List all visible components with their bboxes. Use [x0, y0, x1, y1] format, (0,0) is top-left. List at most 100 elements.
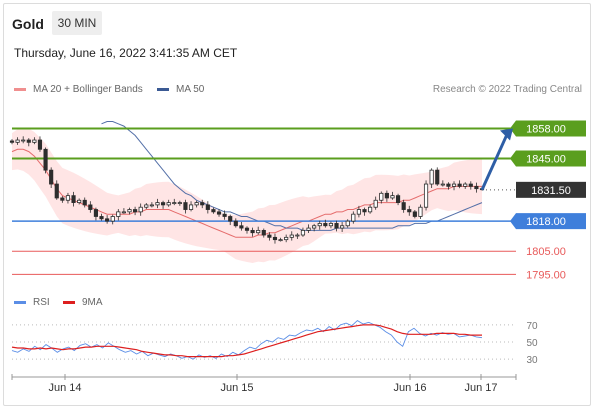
candle-body [172, 202, 177, 204]
candle-body [82, 199, 87, 206]
candle-body [166, 202, 171, 206]
candle-body [407, 209, 412, 213]
support-level-label: 1818.00 [526, 216, 566, 228]
candle-body [272, 236, 278, 241]
support-level-tag [510, 213, 586, 230]
x-tick-label: Jun 14 [48, 382, 81, 394]
candle-body [345, 220, 350, 227]
candle-body [423, 183, 429, 208]
candle-body [65, 195, 71, 201]
ma20-swatch [14, 88, 26, 91]
candle-body [239, 225, 244, 229]
candle-body [323, 223, 328, 227]
candle-body [15, 139, 20, 143]
candle-body [412, 211, 417, 217]
candle-body [37, 139, 43, 150]
candle-body [43, 148, 48, 171]
candle-body [54, 183, 59, 199]
candle-body [105, 218, 110, 222]
candle-body [440, 183, 445, 186]
chart-datetime: Thursday, June 16, 2022 3:41:35 AM CET [14, 46, 238, 60]
candle-body [306, 227, 311, 231]
resistance-level-tag [510, 150, 586, 167]
candle-body [328, 223, 334, 227]
candle-body [250, 229, 255, 234]
candle-body [312, 225, 317, 229]
ma50-line [101, 121, 483, 231]
candle-body [379, 192, 384, 201]
bollinger-band [12, 127, 482, 263]
candle-body [295, 234, 300, 237]
candle-body [110, 216, 115, 222]
rsi-tick-label: 50 [526, 338, 538, 349]
rsi-ma-legend-label: 9MA [82, 297, 103, 308]
candle-body [71, 195, 76, 203]
candle-body [127, 209, 132, 213]
candle-body [356, 209, 361, 215]
candle-body [451, 183, 457, 187]
candle-body [244, 227, 250, 231]
rsi-tick-label: 30 [526, 355, 538, 366]
candle-body [340, 225, 345, 229]
candle-body [463, 183, 468, 187]
rsi-ma-line [11, 324, 482, 358]
candle-body [368, 206, 373, 213]
rsi-tick-label: 70 [526, 321, 538, 332]
candle-body [49, 169, 54, 185]
ma20-legend-label: MA 20 + Bollinger Bands [33, 84, 143, 95]
research-credit: Research © 2022 Trading Central [432, 84, 582, 95]
ma50-legend-label: MA 50 [176, 84, 205, 95]
timeframe-button[interactable]: 30 MIN [52, 11, 102, 35]
candle-body [121, 211, 126, 214]
candle-body [21, 139, 26, 142]
candle-body [390, 195, 395, 199]
candle-body [183, 202, 188, 210]
x-tick-label: Jun 16 [393, 382, 426, 394]
candle-body [194, 202, 199, 206]
candle-body [188, 204, 194, 210]
candle-body [468, 183, 473, 187]
forecast-arrow-head [500, 128, 513, 141]
candle-body [351, 213, 356, 222]
legend-rsi-ma: 9MA [63, 297, 103, 308]
candle-body [133, 209, 138, 213]
candle-body [144, 204, 149, 208]
candle-body [60, 197, 65, 201]
minor-level-label: 1805.00 [526, 246, 566, 258]
candle-body [205, 204, 210, 210]
candle-body [216, 211, 222, 215]
candle-body [32, 139, 37, 143]
candle-body [267, 234, 272, 238]
candle-body [446, 183, 451, 187]
legend-ma50: MA 50 [157, 84, 204, 95]
candle-body [256, 229, 261, 234]
rsi-ma-swatch [63, 301, 75, 304]
candle-body [401, 202, 406, 210]
legend-ma20: MA 20 + Bollinger Bands [14, 84, 143, 95]
candle-body [261, 229, 266, 236]
candle-body [300, 229, 306, 236]
resistance-level-label: 1845.00 [526, 154, 566, 166]
candle-body [395, 195, 401, 203]
candle-body [429, 169, 434, 185]
x-tick-label: Jun 15 [220, 382, 253, 394]
candle-body [88, 204, 93, 210]
rsi-legend-label: RSI [33, 297, 50, 308]
rsi-swatch [14, 301, 26, 304]
candle-body [93, 209, 99, 217]
candle-body [155, 202, 160, 206]
candle-body [9, 140, 15, 143]
resistance-level-tag [510, 120, 586, 137]
candle-body [435, 169, 440, 185]
candle-body [289, 234, 294, 238]
x-tick-label: Jun 17 [464, 382, 497, 394]
forecast-arrow-shaft [480, 133, 509, 191]
candle-body [138, 206, 143, 213]
candle-body [362, 209, 367, 213]
candle-body [384, 192, 389, 199]
candle-body [278, 239, 283, 242]
candle-body [211, 209, 216, 213]
symbol-title: Gold [12, 16, 44, 32]
minor-level-label: 1795.00 [526, 269, 566, 281]
